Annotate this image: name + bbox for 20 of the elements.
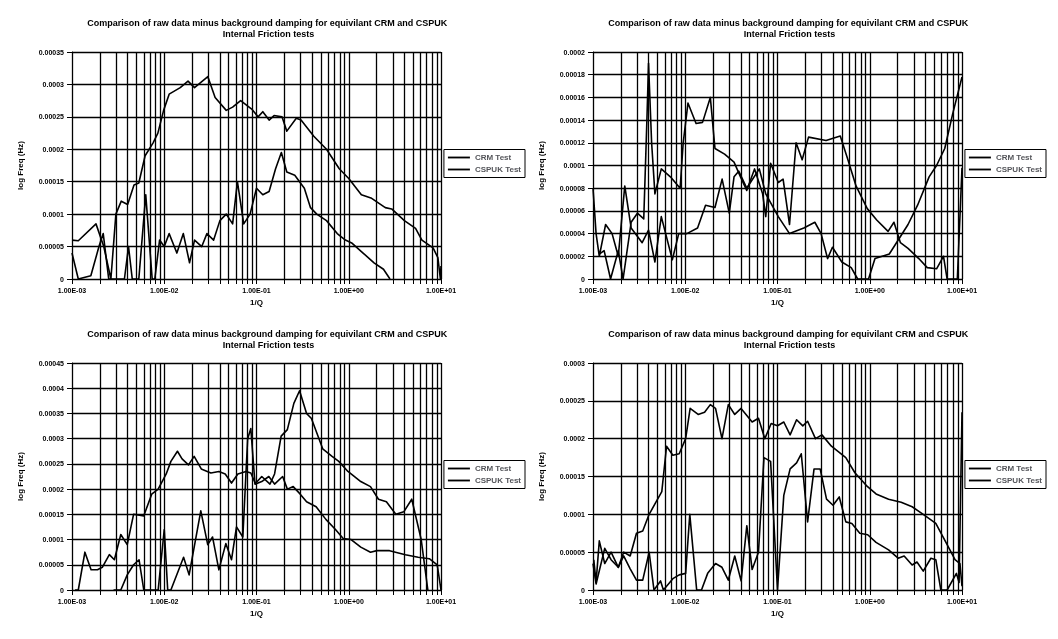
x-axis-title: 1/Q xyxy=(250,298,263,308)
legend-label: CRM Test xyxy=(995,153,1033,162)
legend-label: CSPUK Test xyxy=(474,476,522,485)
legend-label: CSPUK Test xyxy=(995,165,1043,174)
chart-title: Comparison of raw data minus background damping for equivilant CRM and CSPUK Internal Friction tests xyxy=(87,328,450,350)
x-axis-title: 1/Q xyxy=(771,609,784,619)
chart-title: Comparison of raw data minus background damping for equivilant CRM and CSPUK Internal Friction tests xyxy=(87,17,450,39)
y-axis-title: log Freq (Hz) xyxy=(15,451,25,501)
chart-title: Comparison of raw data minus background damping for equivilant CRM and CSPUK Internal Friction tests xyxy=(608,328,971,350)
x-axis-title: 1/Q xyxy=(250,609,263,619)
legend-label: CRM Test xyxy=(474,153,512,162)
x-axis-title: 1/Q xyxy=(771,298,784,308)
chart-title: Comparison of raw data minus background damping for equivilant CRM and CSPUK Internal Friction tests xyxy=(608,17,971,39)
legend-label: CRM Test xyxy=(474,464,512,473)
y-axis-title: log Freq (Hz) xyxy=(536,451,546,501)
legend-label: CSPUK Test xyxy=(995,476,1043,485)
legend-label: CRM Test xyxy=(995,464,1033,473)
legend-label: CSPUK Test xyxy=(474,165,522,174)
y-axis-title: log Freq (Hz) xyxy=(15,140,25,190)
y-axis-title: log Freq (Hz) xyxy=(536,140,546,190)
